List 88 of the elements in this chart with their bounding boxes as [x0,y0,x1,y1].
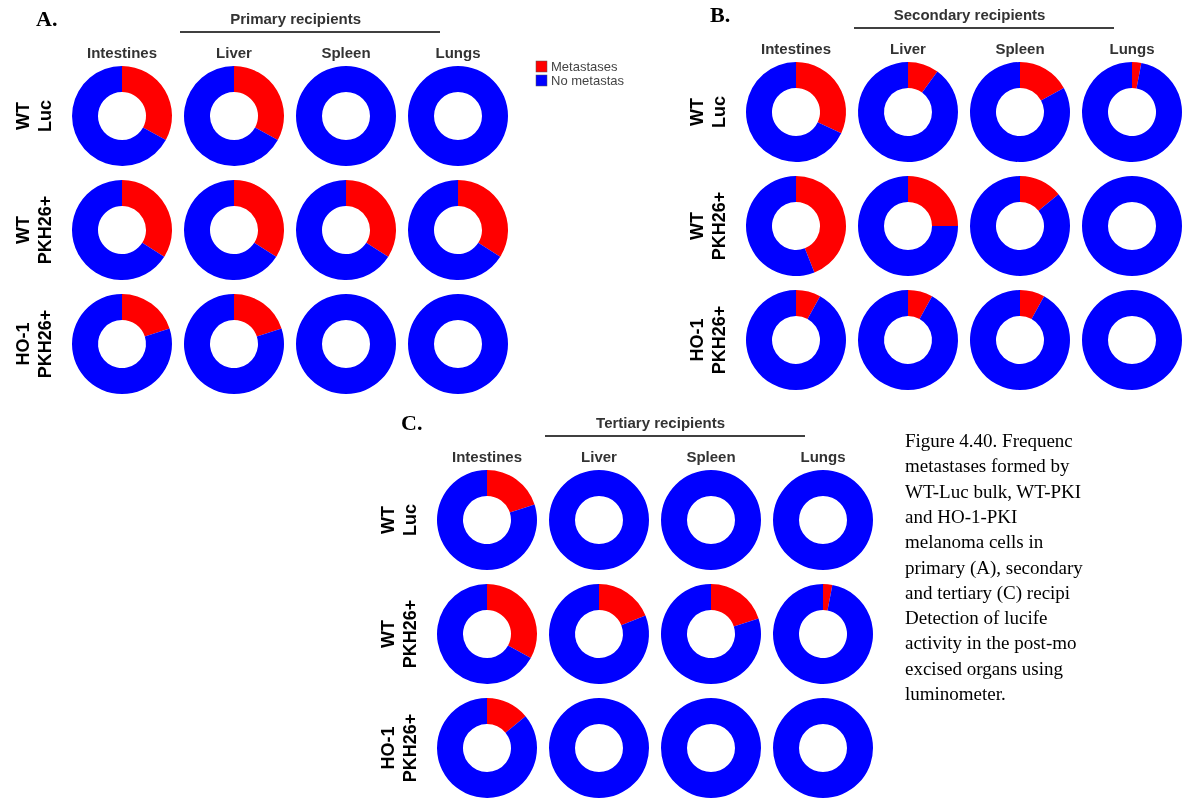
donut-slice [458,180,508,257]
text: primary (A), secondary [905,556,1084,579]
text: HO-1 PKH26+ [13,309,55,379]
chart-title: Spleen [995,40,1045,57]
donut-slice [234,294,282,337]
donut-slice [970,176,1070,276]
donut-slice [661,584,761,684]
donut-slice [970,290,1070,390]
text: WT PKH26+ [687,191,729,261]
donut-slice [234,66,284,141]
donut-slice [796,290,821,319]
donut-slice [487,470,535,513]
text: WT-Luc bulk, WT-PKI [905,480,1082,502]
chart-title: Liver [581,448,618,465]
donut-slice [234,180,284,257]
donut-slice [1020,176,1059,211]
chart-title: Intestines [451,448,523,465]
text: C. [401,410,423,435]
text: metastases formed by [905,455,1071,477]
donut-slice [746,62,842,162]
text: HO-1 PKH26+ [687,305,729,375]
caption: Figure 4.40. Frequenc [905,430,1073,451]
donut-slice [437,470,537,570]
text: WT Luc [687,95,729,129]
donut-slice [72,66,166,166]
donut-slice [487,698,526,733]
donut-slice [746,290,846,390]
chart-title: Lungs [1109,40,1155,57]
donut-slice [796,62,846,134]
donut-slice [487,584,537,659]
donut-slice [437,584,531,684]
donut-slice [437,698,537,798]
donut-slice [72,180,165,280]
legend-label: No metastas [551,73,625,88]
donut-slice [908,176,958,226]
donut-slice [746,176,815,276]
donut-slice [858,62,958,162]
chart-title: Intestines [86,44,158,61]
text: HO-1 PKH26+ [378,713,420,783]
text: and HO-1-PKI [905,505,1018,527]
donut-slice [970,62,1070,162]
donut-slice [1020,62,1064,101]
text: Detection of lucife [905,607,1048,629]
donut-slice [122,294,170,337]
donut-slice [1020,290,1045,319]
text: A. [36,6,58,31]
donut-slice [599,584,646,626]
donut-slice [1132,62,1142,89]
text: excised organs using [905,657,1064,679]
donut-slice [296,180,389,280]
donut-slice [122,180,172,257]
text: luminometer. [905,683,1006,704]
donut-slice [184,66,278,166]
legend-label: Metastases [551,59,618,74]
donut-slice [908,62,938,93]
text: WT Luc [378,503,420,537]
chart-title: Liver [216,44,253,61]
text: B. [710,2,731,27]
donut-slice [711,584,759,627]
donut-slice [72,294,172,394]
donut-slice [184,180,277,280]
chart-title: Liver [890,40,927,57]
text: WT PKH26+ [13,195,55,265]
donut-slice [549,584,649,684]
donut-slice [858,176,958,276]
chart-title: Spleen [321,44,371,61]
text: WT PKH26+ [378,599,420,669]
donut-slice [858,290,958,390]
donut-slice [184,294,284,394]
text: melanoma cells in [905,531,1044,553]
text: WT Luc [13,99,55,133]
donut-slice [908,290,933,319]
text: activity in the post-mo [905,632,1077,654]
donut-slice [773,584,873,684]
text: Tertiary recipients [596,414,726,431]
donut-slice [796,176,846,273]
chart-title: Lungs [435,44,481,61]
donut-slice [122,66,172,141]
donut-slice [408,180,501,280]
chart-title: Intestines [760,40,832,57]
chart-title: Spleen [686,448,736,465]
text: Primary recipients [230,10,362,27]
text: Secondary recipients [893,6,1046,23]
chart-title: Lungs [800,448,846,465]
donut-slice [823,584,833,611]
text: and tertiary (C) recipi [905,581,1071,604]
donut-slice [346,180,396,257]
donut-slice [1082,62,1182,162]
